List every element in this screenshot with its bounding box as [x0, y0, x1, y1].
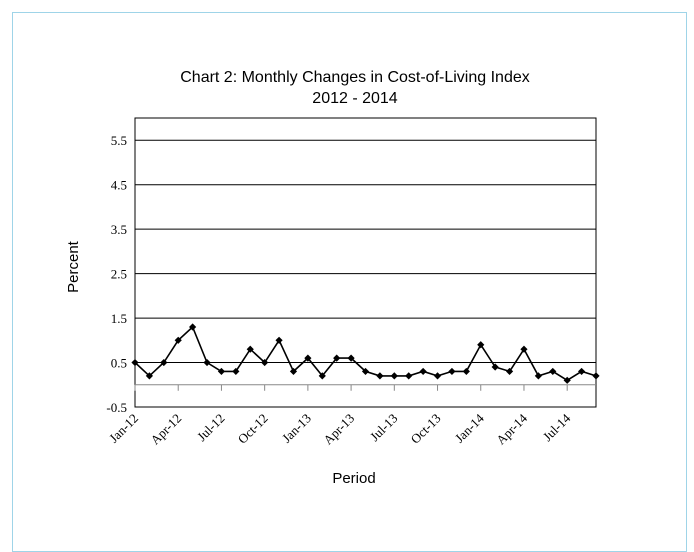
- data-point: [563, 376, 571, 384]
- chart-subtitle: 2012 - 2014: [312, 90, 398, 107]
- x-tick-label: Jan-14: [452, 410, 487, 445]
- y-tick-label: -0.5: [106, 400, 127, 415]
- x-tick-label: Jul-14: [540, 410, 574, 444]
- x-tick-label: Oct-12: [235, 411, 271, 447]
- data-point: [145, 372, 154, 380]
- x-tick-label: Apr-14: [493, 410, 530, 447]
- data-point: [275, 336, 283, 344]
- data-point: [491, 363, 499, 371]
- data-point: [160, 358, 168, 367]
- y-tick-label: 2.5: [111, 267, 127, 282]
- chart-title: Chart 2: Monthly Changes in Cost-of-Livi…: [180, 69, 530, 86]
- data-point: [549, 367, 557, 376]
- data-point: [261, 358, 269, 367]
- x-tick-label: Jul-13: [367, 411, 401, 445]
- y-tick-label: 1.5: [111, 311, 127, 326]
- data-point: [433, 372, 442, 380]
- data-point: [232, 367, 240, 376]
- data-point: [376, 372, 384, 380]
- data-point: [462, 367, 470, 376]
- data-point: [477, 341, 485, 349]
- y-tick-label: 0.5: [111, 356, 127, 371]
- data-point: [333, 354, 341, 362]
- data-point: [304, 354, 312, 362]
- x-axis-title: Period: [332, 470, 375, 487]
- x-tick-label: Jan-12: [106, 411, 141, 446]
- y-tick-label: 5.5: [111, 133, 127, 148]
- data-point: [419, 367, 427, 376]
- data-point: [592, 372, 600, 380]
- x-tick-label: Apr-12: [147, 411, 184, 448]
- y-tick-label: 3.5: [111, 222, 127, 237]
- data-point: [347, 354, 355, 362]
- plot-border: [134, 117, 597, 408]
- data-point: [189, 323, 197, 331]
- data-point: [520, 345, 528, 353]
- data-point: [577, 367, 586, 376]
- data-point: [217, 367, 226, 376]
- data-point: [448, 367, 456, 376]
- chart-frame: [12, 12, 687, 552]
- y-tick-label: 4.5: [111, 178, 127, 193]
- data-point: [131, 358, 139, 367]
- y-axis-title: Percent: [65, 240, 82, 293]
- data-point: [505, 367, 514, 376]
- x-tick-label: Jan-13: [279, 411, 314, 446]
- data-point: [405, 372, 413, 380]
- data-point: [289, 367, 298, 376]
- data-point: [174, 336, 182, 344]
- data-point: [318, 372, 326, 380]
- data-point: [361, 367, 370, 376]
- data-point: [246, 345, 254, 353]
- x-tick-label: Apr-13: [320, 411, 357, 448]
- data-point: [390, 372, 398, 380]
- data-point: [203, 358, 211, 367]
- x-tick-label: Jul-12: [194, 411, 228, 445]
- x-tick-label: Oct-13: [408, 411, 444, 447]
- data-point: [534, 372, 542, 380]
